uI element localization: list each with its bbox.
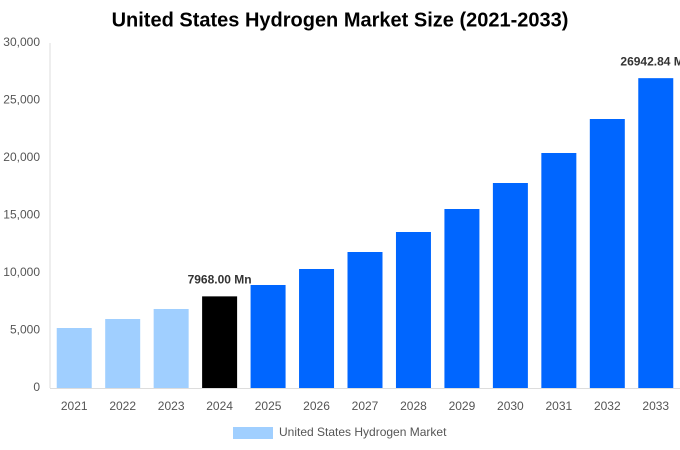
x-tick-label: 2029 xyxy=(449,399,476,413)
bar xyxy=(395,232,431,388)
x-tick-label: 2032 xyxy=(594,399,621,413)
bar xyxy=(250,284,286,388)
x-tick-label: 2030 xyxy=(497,399,524,413)
x-tick-label: 2027 xyxy=(352,399,379,413)
y-tick-label: 0 xyxy=(33,380,40,394)
x-tick-label: 2022 xyxy=(109,399,136,413)
bar xyxy=(105,319,141,388)
value-label: 7968.00 Mn xyxy=(188,273,252,287)
bar xyxy=(638,78,674,388)
x-tick-label: 2031 xyxy=(545,399,572,413)
bar xyxy=(299,268,335,388)
legend-label: United States Hydrogen Market xyxy=(279,425,447,439)
bar xyxy=(444,209,480,388)
x-tick-label: 2023 xyxy=(158,399,185,413)
x-tick-label: 2033 xyxy=(642,399,669,413)
y-tick-label: 20,000 xyxy=(3,150,40,164)
x-tick-label: 2024 xyxy=(206,399,233,413)
bar xyxy=(492,183,528,388)
x-tick-label: 2026 xyxy=(303,399,330,413)
bar xyxy=(347,252,383,388)
bar xyxy=(56,328,92,388)
x-tick-label: 2025 xyxy=(255,399,282,413)
legend-swatch xyxy=(233,427,273,439)
value-label: 26942.84 Mn xyxy=(620,54,680,68)
bar xyxy=(202,296,238,388)
y-tick-label: 15,000 xyxy=(3,208,40,222)
x-tick-label: 2028 xyxy=(400,399,427,413)
bar xyxy=(589,119,625,388)
chart-title: United States Hydrogen Market Size (2021… xyxy=(112,9,569,31)
y-tick-label: 30,000 xyxy=(3,35,40,49)
y-tick-label: 10,000 xyxy=(3,265,40,279)
bar xyxy=(153,308,189,388)
x-tick-label: 2021 xyxy=(61,399,88,413)
y-tick-label: 5,000 xyxy=(10,323,40,337)
bar xyxy=(541,152,577,388)
y-tick-label: 25,000 xyxy=(3,93,40,107)
